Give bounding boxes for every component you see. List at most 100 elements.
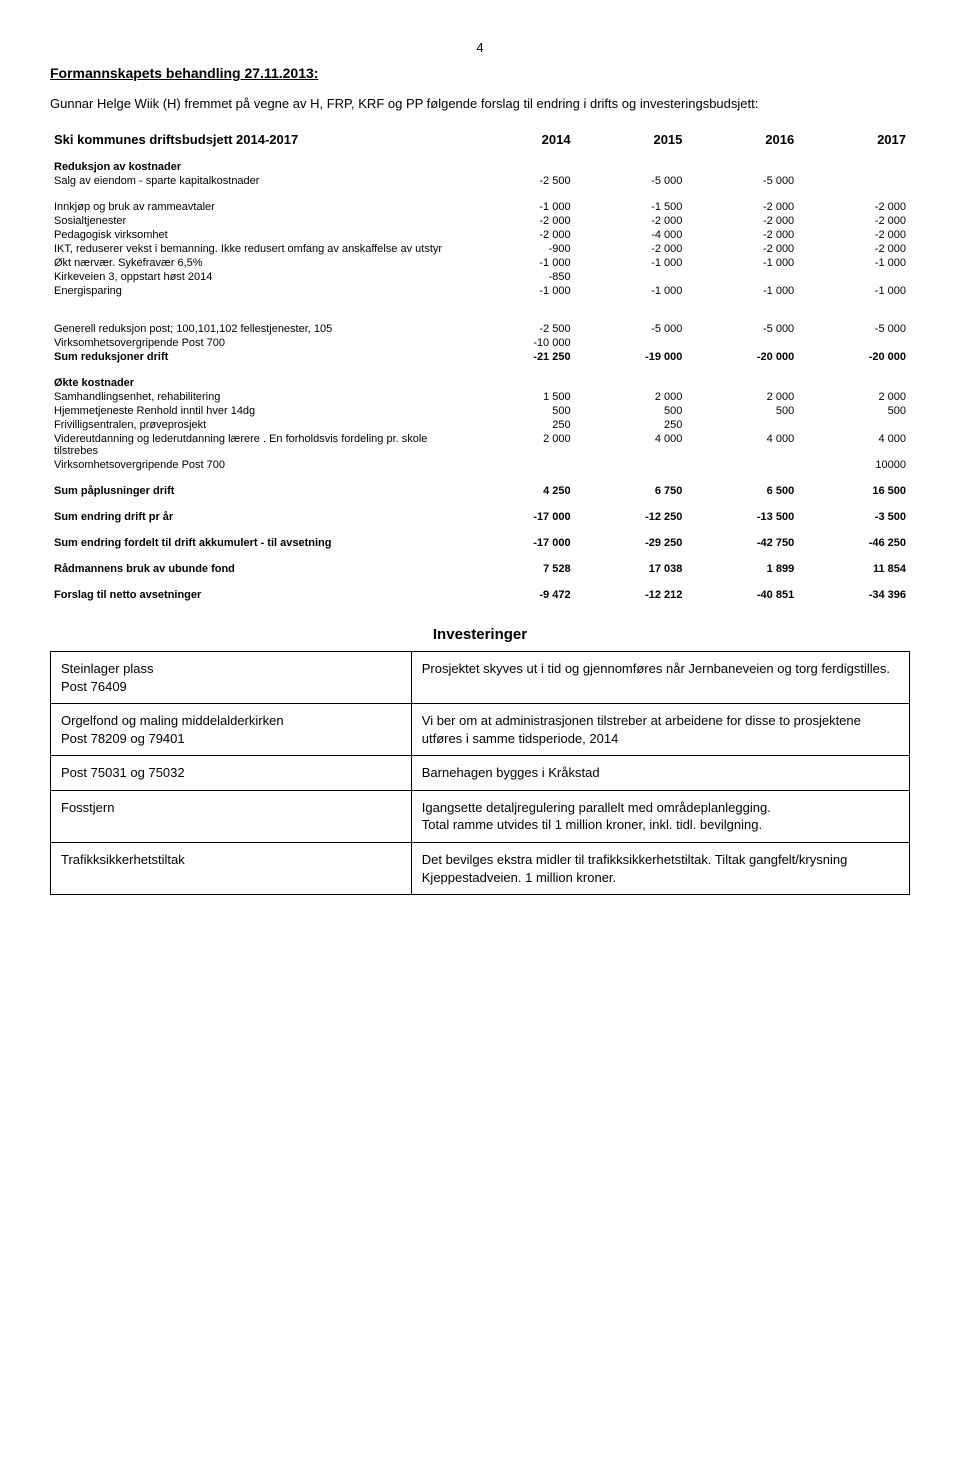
budget-cell: -2 000 <box>798 214 910 228</box>
budget-cell: -19 000 <box>575 350 687 364</box>
budget-row-label: Pedagogisk virksomhet <box>50 228 463 242</box>
budget-cell: -2 000 <box>463 214 575 228</box>
budget-cell: -2 000 <box>686 228 798 242</box>
budget-cell: 6 750 <box>575 484 687 498</box>
budget-cell: -12 212 <box>575 588 687 602</box>
budget-row-label: Virksomhetsovergripende Post 700 <box>50 336 463 350</box>
budget-cell: -2 500 <box>463 174 575 188</box>
year-header-1: 2015 <box>575 131 687 148</box>
budget-cell: -42 750 <box>686 536 798 550</box>
intro-text: Gunnar Helge Wiik (H) fremmet på vegne a… <box>50 95 910 113</box>
budget-row-label: Reduksjon av kostnader <box>50 160 463 174</box>
budget-cell: -5 000 <box>798 322 910 336</box>
budget-cell: -3 500 <box>798 510 910 524</box>
investments-table: Steinlager plassPost 76409Prosjektet sky… <box>50 651 910 895</box>
budget-cell <box>798 270 910 284</box>
budget-cell: -1 500 <box>575 200 687 214</box>
invest-item-title: Trafikksikkerhetstiltak <box>51 843 412 895</box>
budget-row-label: Innkjøp og bruk av rammeavtaler <box>50 200 463 214</box>
budget-row-label: Salg av eiendom - sparte kapitalkostnade… <box>50 174 463 188</box>
budget-cell: -1 000 <box>575 256 687 270</box>
budget-cell: -34 396 <box>798 588 910 602</box>
budget-cell: 500 <box>463 404 575 418</box>
budget-cell: -2 000 <box>798 228 910 242</box>
budget-row-label: Samhandlingsenhet, rehabilitering <box>50 390 463 404</box>
budget-cell: 1 500 <box>463 390 575 404</box>
budget-cell: -5 000 <box>575 174 687 188</box>
budget-row-label: Energisparing <box>50 284 463 298</box>
budget-cell <box>686 270 798 284</box>
budget-title: Ski kommunes driftsbudsjett 2014-2017 <box>50 131 463 148</box>
budget-cell <box>686 376 798 390</box>
budget-cell <box>575 336 687 350</box>
budget-cell: 4 250 <box>463 484 575 498</box>
budget-cell: -2 000 <box>686 242 798 256</box>
budget-cell: -1 000 <box>463 284 575 298</box>
budget-cell: -2 000 <box>686 214 798 228</box>
budget-row-label: Hjemmetjeneste Renhold inntil hver 14dg <box>50 404 463 418</box>
budget-cell <box>575 376 687 390</box>
budget-cell: -4 000 <box>575 228 687 242</box>
budget-cell: -5 000 <box>686 174 798 188</box>
page-number: 4 <box>50 40 910 55</box>
budget-cell: -850 <box>463 270 575 284</box>
invest-item-desc: Vi ber om at administrasjonen tilstreber… <box>411 704 909 756</box>
budget-cell <box>798 418 910 432</box>
budget-cell: 11 854 <box>798 562 910 576</box>
budget-cell: 500 <box>575 404 687 418</box>
budget-cell <box>463 458 575 472</box>
investments-title: Investeringer <box>50 626 910 643</box>
budget-cell: -21 250 <box>463 350 575 364</box>
invest-item-desc: Det bevilges ekstra midler til trafikksi… <box>411 843 909 895</box>
budget-cell: -5 000 <box>686 322 798 336</box>
budget-cell: -2 000 <box>798 242 910 256</box>
budget-cell: 1 899 <box>686 562 798 576</box>
budget-cell: -17 000 <box>463 510 575 524</box>
budget-row-label: Forslag til netto avsetninger <box>50 588 463 602</box>
budget-cell: 6 500 <box>686 484 798 498</box>
budget-cell: -1 000 <box>686 256 798 270</box>
meeting-heading: Formannskapets behandling 27.11.2013: <box>50 65 910 81</box>
budget-cell: -12 250 <box>575 510 687 524</box>
budget-cell <box>575 458 687 472</box>
budget-cell: -46 250 <box>798 536 910 550</box>
budget-cell <box>798 174 910 188</box>
budget-row-label: Økte kostnader <box>50 376 463 390</box>
budget-cell: -2 000 <box>575 214 687 228</box>
budget-cell: 2 000 <box>575 390 687 404</box>
budget-row-label: Kirkeveien 3, oppstart høst 2014 <box>50 270 463 284</box>
budget-cell <box>686 458 798 472</box>
budget-cell: 7 528 <box>463 562 575 576</box>
budget-cell: 17 038 <box>575 562 687 576</box>
year-header-0: 2014 <box>463 131 575 148</box>
invest-item-desc: Igangsette detaljregulering parallelt me… <box>411 790 909 842</box>
budget-cell: -1 000 <box>686 284 798 298</box>
budget-row-label: IKT, reduserer vekst i bemanning. Ikke r… <box>50 242 463 256</box>
budget-cell: -20 000 <box>686 350 798 364</box>
budget-table: Ski kommunes driftsbudsjett 2014-2017201… <box>50 131 910 602</box>
budget-cell: 2 000 <box>686 390 798 404</box>
budget-cell: -2 000 <box>686 200 798 214</box>
budget-cell: 500 <box>686 404 798 418</box>
budget-cell: -900 <box>463 242 575 256</box>
budget-cell: -13 500 <box>686 510 798 524</box>
invest-item-title: Orgelfond og maling middelalderkirkenPos… <box>51 704 412 756</box>
budget-cell: 250 <box>463 418 575 432</box>
budget-cell: 500 <box>798 404 910 418</box>
invest-item-desc: Barnehagen bygges i Kråkstad <box>411 756 909 791</box>
budget-row-label: Sosialtjenester <box>50 214 463 228</box>
budget-cell <box>686 336 798 350</box>
budget-cell: -2 000 <box>798 200 910 214</box>
budget-cell <box>798 160 910 174</box>
budget-row-label: Frivilligsentralen, prøveprosjekt <box>50 418 463 432</box>
budget-row-label: Sum endring fordelt til drift akkumulert… <box>50 536 463 550</box>
budget-cell: -40 851 <box>686 588 798 602</box>
budget-cell: 16 500 <box>798 484 910 498</box>
budget-cell: 250 <box>575 418 687 432</box>
budget-row-label: Sum endring drift pr år <box>50 510 463 524</box>
year-header-2: 2016 <box>686 131 798 148</box>
invest-item-title: Fosstjern <box>51 790 412 842</box>
budget-cell: -5 000 <box>575 322 687 336</box>
budget-cell: 4 000 <box>798 432 910 458</box>
budget-cell: 10000 <box>798 458 910 472</box>
